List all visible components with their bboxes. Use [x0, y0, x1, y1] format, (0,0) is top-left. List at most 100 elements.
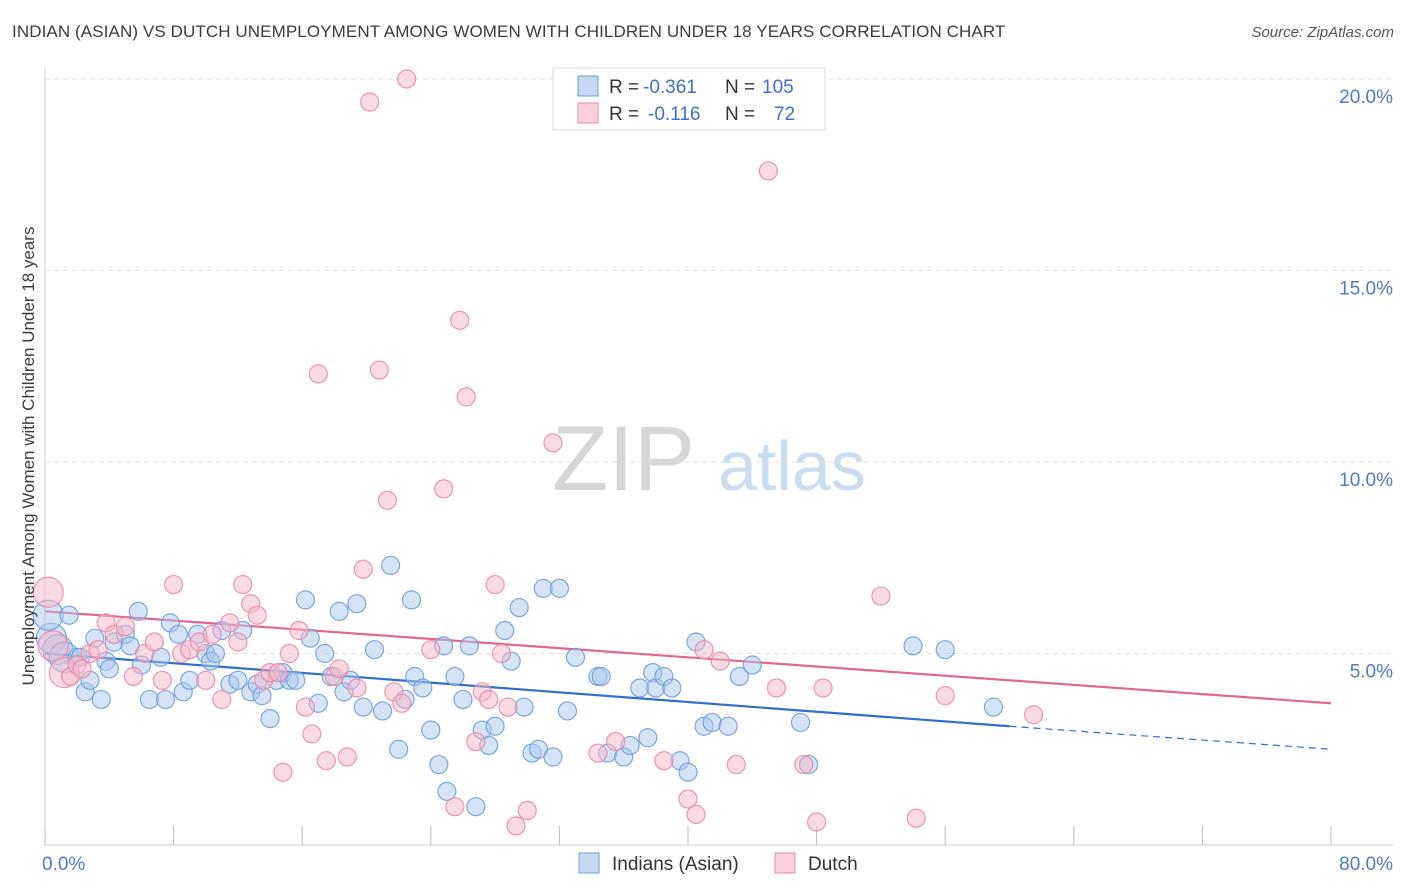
- dutch-point-53: [466, 731, 486, 752]
- dutch-point-66: [686, 804, 706, 824]
- dutch-point-10: [115, 617, 135, 637]
- dutch-point-60: [517, 800, 537, 821]
- dutch-point-76: [906, 808, 926, 828]
- indians-point-39: [286, 670, 306, 690]
- legend-swatch-dutch: [577, 102, 599, 124]
- indians-point-64: [459, 636, 479, 656]
- indians-point-98: [742, 655, 762, 675]
- indians-point-19: [155, 689, 176, 710]
- indians-point-50: [364, 640, 385, 660]
- indians-point-103: [983, 697, 1004, 717]
- dutch-point-63: [606, 731, 626, 752]
- legend-n-value-0: 105: [762, 77, 794, 98]
- dutch-point-68: [710, 651, 730, 671]
- indians-point-52: [381, 555, 401, 576]
- indians-point-68: [485, 716, 505, 736]
- dutch-point-11: [123, 666, 144, 687]
- dutch-point-50: [445, 797, 465, 817]
- dutch-point-75: [871, 586, 891, 606]
- legend-swatch-indians-bottom: [578, 852, 600, 874]
- dutch-point-38: [329, 659, 349, 679]
- dutch-point-29: [268, 663, 288, 683]
- indians-point-57: [413, 678, 433, 698]
- dutch-point-1: [37, 630, 69, 662]
- indians-point-85: [630, 678, 650, 698]
- dutch-point-0: [32, 576, 64, 608]
- indians-point-27: [205, 643, 225, 664]
- indians-point-72: [514, 697, 534, 717]
- dutch-point-31: [279, 643, 299, 664]
- indians-point-4: [59, 605, 79, 625]
- watermark-zip: ZIP: [552, 408, 695, 510]
- indians-point-101: [903, 636, 923, 656]
- dutch-point-73: [806, 812, 827, 832]
- y-tick-label-2: 15.0%: [1339, 279, 1393, 300]
- indians-point-71: [509, 597, 529, 618]
- indians-point-69: [495, 620, 515, 641]
- dutch-point-32: [289, 620, 309, 641]
- series-legend: Indians (Asian) Dutch: [578, 852, 858, 875]
- data-points: [32, 69, 1044, 836]
- dutch-point-5: [72, 659, 92, 679]
- dutch-point-7: [88, 640, 108, 660]
- indians-point-9: [91, 689, 111, 710]
- legend-r-value-1: -0.116: [648, 104, 700, 125]
- legend-n-label-0: N =: [725, 77, 755, 98]
- x-tick-label-1: 80.0%: [1339, 854, 1393, 875]
- dutch-point-41: [353, 559, 373, 579]
- axes: [44, 68, 1393, 846]
- dutch-point-24: [233, 574, 253, 595]
- dutch-point-22: [220, 613, 240, 633]
- dutch-point-74: [813, 678, 833, 698]
- indians-point-23: [180, 670, 200, 690]
- indians-point-90: [662, 678, 682, 698]
- legend-swatch-indians: [577, 75, 599, 97]
- indians-point-102: [935, 640, 955, 660]
- legend-r-value-0: -0.361: [643, 77, 697, 98]
- indians-point-55: [401, 590, 422, 610]
- y-axis-title: Unemployment Among Women with Children U…: [19, 227, 38, 686]
- indians-point-86: [638, 728, 658, 748]
- dutch-point-58: [498, 697, 518, 717]
- dutch-point-72: [794, 754, 814, 775]
- dutch-point-30: [273, 762, 293, 782]
- dutch-point-52: [456, 387, 476, 407]
- indians-point-65: [466, 797, 486, 817]
- legend-r-label-0: R =: [609, 77, 639, 98]
- indians-point-48: [347, 594, 367, 614]
- dutch-point-67: [694, 640, 714, 660]
- dutch-point-40: [347, 678, 367, 698]
- dutch-point-65: [678, 789, 698, 809]
- indians-point-96: [718, 716, 738, 736]
- legend-n-value-1: 72: [774, 104, 795, 125]
- dutch-point-42: [360, 92, 380, 112]
- y-tick-label-0: 5.0%: [1350, 662, 1393, 683]
- dutch-point-48: [421, 640, 441, 660]
- dutch-point-23: [228, 632, 248, 652]
- dutch-point-43: [369, 360, 389, 380]
- dutch-point-44: [377, 490, 397, 510]
- legend-n-label-1: N =: [725, 104, 755, 125]
- y-tick-label-1: 10.0%: [1339, 470, 1393, 491]
- indians-point-35: [260, 709, 280, 729]
- dutch-point-36: [316, 751, 336, 771]
- dutch-point-61: [543, 433, 563, 453]
- dutch-point-13: [144, 632, 164, 652]
- indians-point-40: [295, 590, 316, 610]
- chart-title: INDIAN (ASIAN) VS DUTCH UNEMPLOYMENT AMO…: [12, 22, 1006, 41]
- indians-point-30: [228, 670, 248, 690]
- indians-point-76: [543, 747, 563, 767]
- indians-point-11: [99, 659, 119, 679]
- dutch-point-21: [212, 689, 232, 710]
- x-tick-label-0: 0.0%: [42, 854, 85, 875]
- indians-point-99: [790, 712, 811, 733]
- dutch-trend-line: [44, 610, 1332, 705]
- dutch-point-51: [450, 310, 470, 330]
- indians-point-45: [329, 601, 349, 621]
- dutch-point-78: [1024, 705, 1044, 725]
- dutch-point-35: [308, 364, 328, 384]
- dutch-point-39: [337, 747, 357, 767]
- correlation-legend: R = -0.361 N = 105 R = -0.116 N = 72: [552, 67, 826, 131]
- dutch-point-19: [196, 670, 216, 690]
- indians-point-49: [353, 697, 373, 717]
